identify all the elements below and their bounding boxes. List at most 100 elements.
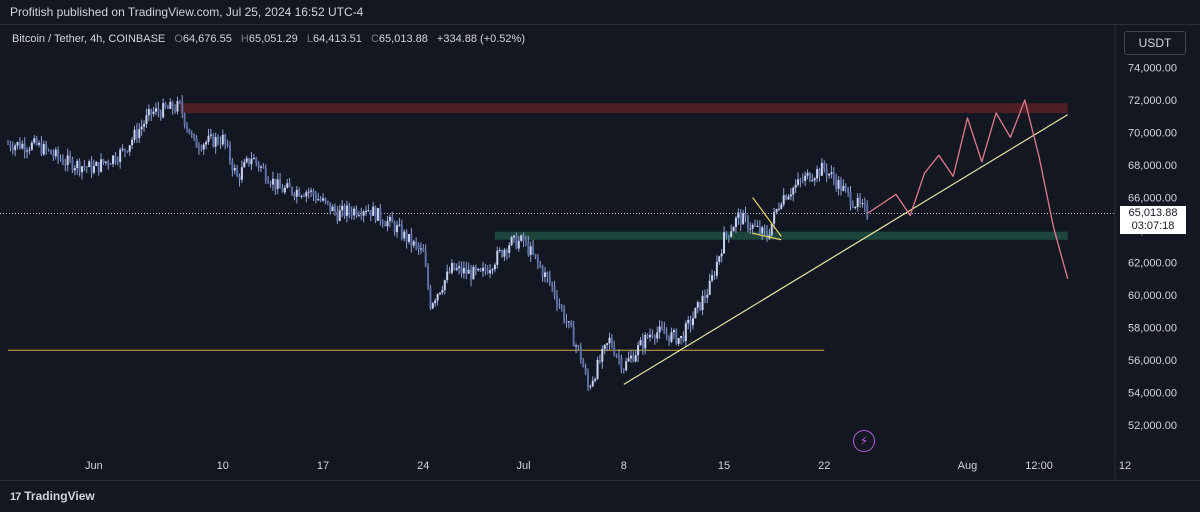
candle-body bbox=[472, 266, 475, 280]
candle-body bbox=[102, 159, 105, 163]
candle-body bbox=[78, 160, 81, 173]
candle-body bbox=[672, 330, 675, 333]
candle-body bbox=[338, 210, 341, 221]
candle-body bbox=[536, 256, 539, 263]
candle-body bbox=[656, 332, 659, 339]
candle-body bbox=[455, 268, 458, 270]
candle-body bbox=[248, 158, 251, 165]
candle-body bbox=[419, 248, 422, 250]
candle-body bbox=[207, 135, 210, 142]
candle-body bbox=[761, 227, 764, 234]
candle-body bbox=[252, 157, 255, 160]
candle-body bbox=[804, 175, 807, 181]
tradingview-brand[interactable]: 17 TradingView bbox=[10, 489, 95, 503]
candle-body bbox=[88, 161, 91, 168]
x-tick-label: 24 bbox=[417, 460, 429, 472]
candle-body bbox=[739, 212, 742, 225]
candle-body bbox=[777, 208, 780, 210]
candle-body bbox=[682, 336, 685, 342]
candle-body bbox=[23, 143, 26, 152]
candle-body bbox=[517, 240, 520, 249]
candle-body bbox=[443, 280, 446, 291]
candle-body bbox=[135, 129, 138, 139]
candle-body bbox=[169, 101, 172, 109]
candle-body bbox=[388, 216, 391, 221]
x-tick-label: 12 bbox=[1119, 460, 1131, 472]
candle-body bbox=[641, 340, 644, 349]
legend-high: 65,051.29 bbox=[248, 33, 298, 45]
candle-body bbox=[104, 161, 107, 163]
x-tick-label: Jun bbox=[85, 460, 103, 472]
candle-body bbox=[233, 167, 236, 171]
y-tick-label: 54,000.00 bbox=[1128, 388, 1177, 400]
candle-body bbox=[61, 159, 64, 165]
candle-body bbox=[274, 178, 277, 189]
candle-body bbox=[749, 228, 752, 230]
current-price-value: 65,013.88 bbox=[1128, 207, 1178, 219]
candle-body bbox=[591, 380, 594, 387]
candle-body bbox=[708, 280, 711, 295]
candle-body bbox=[85, 166, 88, 168]
candle-body bbox=[422, 248, 425, 252]
candle-body bbox=[477, 268, 480, 271]
lightning-icon[interactable]: ⚡ bbox=[853, 430, 875, 452]
candle-body bbox=[579, 347, 582, 360]
chart-area[interactable]: 52,000.00 54,000.00 56,000.00 58,000.00 60,0… bbox=[0, 25, 1200, 480]
candle-body bbox=[28, 149, 31, 151]
candle-body bbox=[512, 235, 515, 238]
candle-body bbox=[584, 367, 587, 374]
candle-body bbox=[434, 300, 437, 304]
candle-body bbox=[112, 155, 115, 165]
candle-body bbox=[589, 386, 592, 388]
candle-body bbox=[524, 241, 527, 243]
price-chart-svg[interactable]: 52,000.00 54,000.00 56,000.00 58,000.00 60,0… bbox=[0, 25, 1200, 480]
candle-body bbox=[295, 189, 298, 197]
x-tick-label: Aug bbox=[958, 460, 978, 472]
candle-body bbox=[453, 263, 456, 270]
candle-body bbox=[847, 188, 850, 192]
y-tick-label: 74,000.00 bbox=[1128, 63, 1177, 75]
candle-body bbox=[823, 163, 826, 169]
x-tick-label: 12:00 bbox=[1025, 460, 1053, 472]
candle-body bbox=[450, 263, 453, 273]
candle-body bbox=[837, 180, 840, 189]
candle-body bbox=[228, 145, 231, 161]
x-tick-label: 22 bbox=[818, 460, 830, 472]
candle-body bbox=[856, 197, 859, 207]
candle-body bbox=[505, 249, 508, 253]
candle-body bbox=[498, 249, 501, 251]
candle-body bbox=[727, 235, 730, 237]
candle-body bbox=[200, 148, 203, 150]
candle-body bbox=[178, 101, 181, 103]
candle-body bbox=[412, 241, 415, 246]
candle-body bbox=[47, 149, 50, 151]
candle-body bbox=[52, 154, 55, 157]
candle-body bbox=[773, 212, 776, 224]
candle-body bbox=[269, 183, 272, 185]
candle-body bbox=[680, 336, 683, 339]
candle-body bbox=[343, 205, 346, 217]
candle-body bbox=[128, 145, 131, 152]
candle-body bbox=[162, 103, 165, 118]
candle-body bbox=[131, 139, 134, 146]
currency-button[interactable]: USDT bbox=[1124, 31, 1186, 55]
candle-body bbox=[553, 285, 556, 296]
candle-body bbox=[121, 148, 124, 150]
candle-body bbox=[221, 134, 224, 145]
candle-body bbox=[7, 143, 9, 145]
candle-body bbox=[797, 179, 800, 185]
candle-body bbox=[694, 307, 697, 319]
candle-body bbox=[668, 335, 671, 342]
candle-body bbox=[684, 323, 687, 342]
candle-body bbox=[59, 157, 62, 160]
candle-body bbox=[336, 211, 339, 221]
candle-body bbox=[271, 178, 274, 185]
candle-body bbox=[816, 169, 819, 179]
candle-body bbox=[758, 226, 761, 234]
candle-body bbox=[775, 209, 778, 213]
candle-body bbox=[107, 161, 110, 165]
candle-body bbox=[281, 188, 284, 193]
candle-body bbox=[109, 164, 112, 166]
y-tick-label: 70,000.00 bbox=[1128, 128, 1177, 140]
symbol-legend: Bitcoin / Tether, 4h, COINBASE O64,676.5… bbox=[12, 33, 525, 45]
